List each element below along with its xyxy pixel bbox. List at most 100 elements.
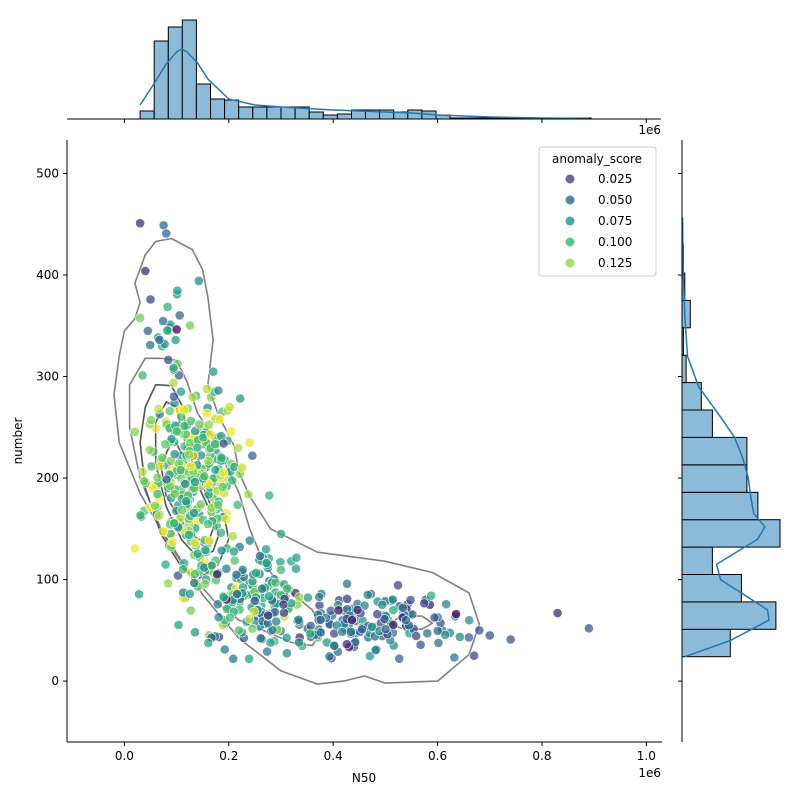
scatter-point <box>429 612 440 623</box>
scatter-point <box>484 630 495 641</box>
scatter-point <box>145 294 156 305</box>
y-axis-ticks: 0 100 200 300 400 500 <box>36 167 67 688</box>
scatter-point <box>345 626 356 637</box>
scatter-point <box>433 638 444 648</box>
top-histogram-bar <box>167 26 183 120</box>
scatter-point <box>201 408 212 419</box>
scatter-point <box>218 592 229 603</box>
scatter-point <box>169 488 180 499</box>
y-axis-label: number <box>11 418 25 465</box>
scatter-point <box>188 508 199 518</box>
right-histogram-bar <box>681 546 713 575</box>
scatter-point <box>224 401 235 412</box>
scatter-point <box>213 385 224 396</box>
scatter-point <box>302 592 313 603</box>
scatter-point <box>153 403 164 414</box>
scatter-point <box>294 592 304 602</box>
top-histogram-bar <box>407 109 423 120</box>
y-tick-label: 200 <box>36 471 59 485</box>
scatter-point <box>134 589 144 600</box>
scatter-point <box>178 564 188 575</box>
scatter-point <box>152 472 163 483</box>
scatter-point <box>163 354 174 365</box>
scatter-point <box>342 594 352 604</box>
scatter-point <box>255 633 266 644</box>
legend-marker <box>565 258 575 268</box>
scatter-point <box>226 426 237 437</box>
y-tick-label: 400 <box>36 268 59 282</box>
y-tick-label: 100 <box>36 573 59 587</box>
top-histogram-bar <box>224 99 240 120</box>
scatter-point <box>189 476 200 487</box>
scatter-point <box>261 544 271 555</box>
y-tick-label: 500 <box>36 167 59 181</box>
scatter-point <box>279 607 289 618</box>
scatter-point <box>212 599 223 610</box>
scatter-point <box>160 439 171 450</box>
x-tick-label: 0.6 <box>428 749 447 763</box>
legend-label: 0.075 <box>598 214 632 228</box>
right-histogram-bar <box>681 299 691 329</box>
scatter-point <box>169 391 179 402</box>
scatter-point <box>366 621 377 632</box>
scatter-point <box>181 496 192 507</box>
scatter-point <box>324 651 335 662</box>
x-offset-label: 1e6 <box>638 766 661 780</box>
scatter-point <box>158 526 169 537</box>
right-y-ticks <box>678 173 682 682</box>
scatter-point <box>163 578 173 589</box>
scatter-point <box>171 426 182 437</box>
top-histogram-bar <box>181 19 197 120</box>
scatter-point <box>249 606 259 617</box>
scatter-point <box>474 625 485 636</box>
scatter-point <box>208 366 219 377</box>
scatter-point <box>179 421 190 431</box>
top-histogram-bar <box>195 83 211 120</box>
scatter-point <box>214 414 225 425</box>
legend-entries: 0.025 0.050 0.075 0.100 0.125 <box>565 172 632 270</box>
scatter-point <box>454 632 465 642</box>
scatter-point <box>217 481 228 492</box>
scatter-point <box>153 511 164 521</box>
scatter-point <box>203 519 213 529</box>
scatter-point <box>255 551 265 561</box>
scatter-point <box>172 285 183 296</box>
scatter-point <box>189 569 200 579</box>
scatter-point <box>282 583 292 594</box>
scatter-point <box>387 594 398 605</box>
y-tick-label: 300 <box>36 370 59 384</box>
x-tick-label: 0.4 <box>324 749 343 763</box>
scatter-point <box>168 377 179 388</box>
top-kde-curve <box>139 48 589 120</box>
scatter-point <box>175 465 186 475</box>
x-tick-label: 1.0 <box>637 749 656 763</box>
scatter-points <box>129 218 594 664</box>
scatter-point <box>379 614 390 624</box>
scatter-point <box>152 489 163 499</box>
scatter-point <box>415 639 426 650</box>
scatter-point <box>137 466 148 477</box>
x-axis-ticks: 0.0 0.2 0.4 0.6 0.8 1.0 <box>115 742 656 763</box>
right-histogram-bar <box>681 464 748 493</box>
right-histogram-bar <box>681 491 759 521</box>
scatter-point <box>333 605 344 616</box>
scatter-point <box>357 624 367 635</box>
scatter-point <box>247 623 258 634</box>
scatter-point <box>219 644 230 655</box>
scatter-point <box>146 415 157 425</box>
scatter-point <box>146 461 157 472</box>
scatter-point <box>377 599 388 610</box>
scatter-point <box>244 437 255 448</box>
scatter-point <box>251 568 262 578</box>
scatter-point <box>189 578 200 588</box>
scatter-point <box>275 565 286 575</box>
scatter-point <box>249 595 260 606</box>
scatter-point <box>411 631 421 641</box>
scatter-point <box>199 471 210 482</box>
scatter-point <box>185 605 196 616</box>
scatter-point <box>212 569 222 580</box>
scatter-point <box>169 449 180 460</box>
scatter-point <box>164 405 175 416</box>
